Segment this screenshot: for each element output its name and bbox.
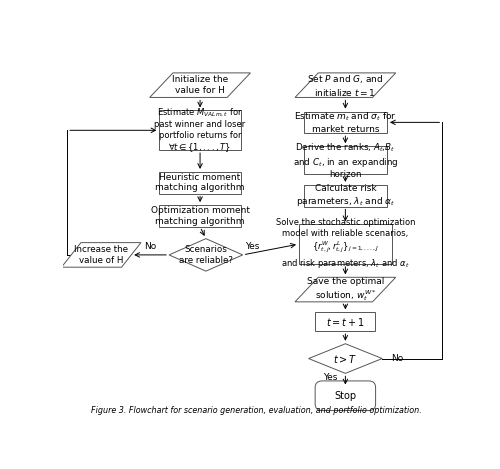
Text: Yes: Yes	[245, 242, 260, 251]
FancyBboxPatch shape	[160, 205, 241, 227]
Text: Increase the
value of H: Increase the value of H	[74, 245, 128, 265]
Polygon shape	[295, 73, 396, 98]
FancyBboxPatch shape	[299, 224, 392, 264]
Text: Derive the ranks, $A_t$,$B_t$
and $C_t$, in an expanding
horizon: Derive the ranks, $A_t$,$B_t$ and $C_t$,…	[292, 142, 398, 179]
Text: Heuristic moment
matching algorithm: Heuristic moment matching algorithm	[156, 173, 245, 192]
Text: $t > T$: $t > T$	[333, 353, 357, 364]
FancyBboxPatch shape	[304, 112, 387, 133]
FancyBboxPatch shape	[316, 312, 376, 331]
Text: $t = t + 1$: $t = t + 1$	[326, 316, 365, 328]
FancyBboxPatch shape	[315, 381, 376, 410]
Polygon shape	[308, 344, 382, 373]
Text: Save the optimal
solution, $w_t^{W*}$: Save the optimal solution, $w_t^{W*}$	[306, 277, 384, 303]
FancyBboxPatch shape	[160, 111, 241, 150]
Text: Scenarios
are reliable?: Scenarios are reliable?	[179, 245, 233, 265]
Text: Initialize the
value for H: Initialize the value for H	[172, 76, 228, 95]
FancyBboxPatch shape	[304, 146, 387, 174]
Polygon shape	[62, 242, 141, 267]
Polygon shape	[295, 277, 396, 302]
Text: Set $P$ and $G$, and
initialize $t = 1$: Set $P$ and $G$, and initialize $t = 1$	[307, 73, 384, 98]
Text: Estimate $M_{VALm,t}$ for
past winner and loser
portfolio returns for
$\forall t: Estimate $M_{VALm,t}$ for past winner an…	[154, 106, 246, 154]
Text: No: No	[391, 354, 403, 363]
Text: Calculate risk
parameters, $\lambda_t$ and $\alpha_t$: Calculate risk parameters, $\lambda_t$ a…	[296, 184, 395, 208]
Text: Stop: Stop	[334, 391, 356, 401]
Polygon shape	[150, 73, 250, 98]
FancyBboxPatch shape	[160, 172, 241, 194]
FancyBboxPatch shape	[304, 185, 387, 206]
Text: Figure 3. Flowchart for scenario generation, evaluation, and portfolio optimizat: Figure 3. Flowchart for scenario generat…	[91, 406, 422, 415]
Text: Estimate $m_t$ and $\sigma_t$ for
market returns: Estimate $m_t$ and $\sigma_t$ for market…	[294, 111, 396, 134]
Text: No: No	[144, 242, 156, 251]
Text: Solve the stochastic optimization
model with reliable scenarios,
$\{r_{t,j}^{W},: Solve the stochastic optimization model …	[276, 218, 415, 270]
Polygon shape	[169, 239, 242, 271]
Text: Optimization moment
matching algorithm: Optimization moment matching algorithm	[150, 206, 250, 226]
Text: Yes: Yes	[324, 373, 338, 382]
